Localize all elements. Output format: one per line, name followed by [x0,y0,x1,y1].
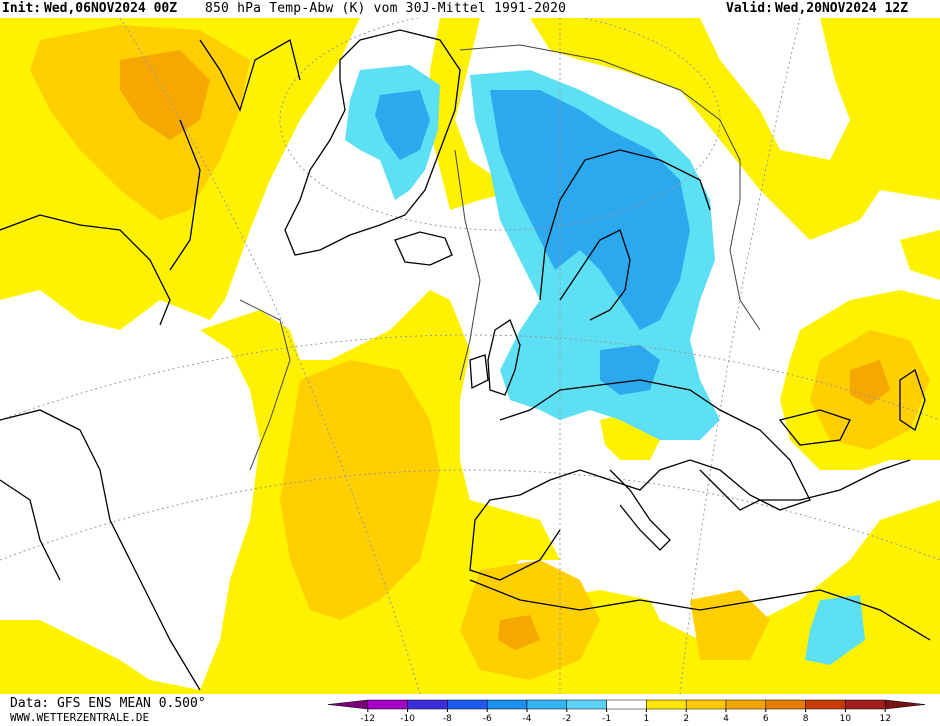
legend-tick-label: -8 [443,714,452,724]
legend-tick-label: -4 [523,714,532,724]
legend-tick-label: 12 [879,714,890,724]
zero-contours [239,44,761,471]
legend-tick-label: -10 [400,714,415,724]
legend-tick-label: -6 [483,714,492,724]
color-legend: -12 -10 -8 -6 -4 -2 -1 1 2 4 6 8 10 12 [327,699,926,724]
legend-tick-label: 2 [683,714,689,724]
legend-swatch [805,699,846,710]
legend-swatch [725,699,767,710]
legend-swatch [526,699,568,710]
init-value: Wed,06NOV2024 00Z [44,1,178,16]
legend-swatch [646,699,687,710]
legend-swatch [765,699,806,710]
greenland-cold-area [345,65,440,200]
init-label: Init: [2,1,42,16]
legend-swatch [407,699,448,710]
legend-swatch [486,699,528,710]
map-title: 850 hPa Temp-Abw (K) vom 30J-Mittel 1991… [205,1,567,16]
legend-swatch [685,699,727,710]
legend-swatch [566,699,607,710]
legend-swatch [884,699,926,710]
valid-label: Valid: [726,1,773,16]
legend-tick-label: 6 [763,714,769,724]
website-label: WWW.WETTERZENTRALE.DE [10,711,150,724]
coastlines [0,29,931,691]
footer-bar: Data: GFS ENS MEAN 0.500° WWW.WETTERZENT… [0,694,940,726]
legend-tick-label: 1 [644,714,650,724]
legend-swatch [327,699,369,710]
legend-tick-label: -1 [602,714,611,724]
legend-tick-label: 10 [840,714,852,724]
legend-tick-label: -12 [360,714,375,724]
data-source-label: Data: GFS ENS MEAN 0.500° [10,696,206,711]
header-bar: Init: Wed,06NOV2024 00Z 850 hPa Temp-Abw… [0,0,940,18]
legend-swatch [606,699,647,710]
legend-tick-label: -2 [562,714,571,724]
valid-value: Wed,20NOV2024 12Z [775,1,909,16]
legend-swatch [447,699,488,710]
legend-swatch [845,699,886,710]
legend-swatch [367,699,408,710]
legend-tick-label: 4 [723,714,729,724]
legend-tick-label: 8 [803,714,809,724]
